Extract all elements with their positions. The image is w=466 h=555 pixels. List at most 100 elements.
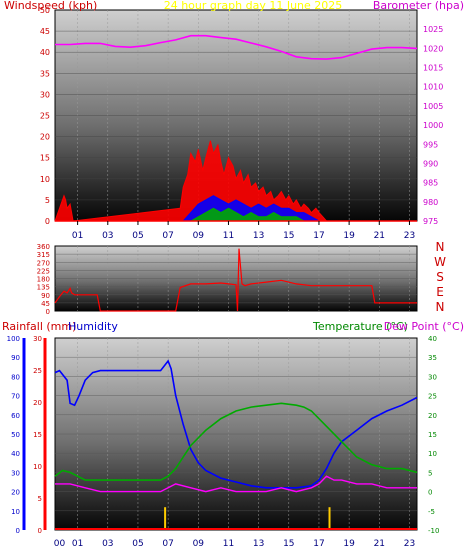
rain-y-tick-label: 5 xyxy=(38,495,42,503)
baro-y-tick-label: 1005 xyxy=(423,102,443,111)
wind-x-tick-label: 11 xyxy=(223,231,234,241)
dew-axis-label: Dew Point (°C) xyxy=(384,320,464,333)
temp-grid xyxy=(55,338,417,530)
wind-series-gust xyxy=(54,140,417,222)
temp-axis-label: Temperature (°C) xyxy=(312,320,408,333)
wind-x-tick-label: 05 xyxy=(132,231,143,241)
baro-y-tick-label: 1025 xyxy=(423,25,443,34)
direction-y-tick-label: 45 xyxy=(41,300,50,308)
wind-series-avg xyxy=(55,195,417,222)
direction-y-tick-label: 180 xyxy=(37,276,50,284)
temp-x-tick-label: 11 xyxy=(223,539,234,549)
humidity-y-tick-label: 70 xyxy=(11,393,20,401)
temp-x-tick-label: 19 xyxy=(343,539,355,549)
wind-x-tick-label: 09 xyxy=(193,231,205,241)
wind-left-axis-label: Windspeed (kph) xyxy=(4,0,97,12)
baro-y-tick-label: 1020 xyxy=(423,44,443,53)
wind-y-tick-label: 10 xyxy=(40,175,50,184)
chart-title: 24 hour graph day 11 June 2025 xyxy=(164,0,343,12)
compass-s: S xyxy=(436,270,444,284)
direction-y-tick-label: 315 xyxy=(37,251,50,259)
baro-y-tick-label: 985 xyxy=(423,179,438,188)
direction-y-tick-label: 270 xyxy=(37,259,50,267)
direction-series xyxy=(54,248,417,312)
rain-y-tick-label: 10 xyxy=(33,463,42,471)
temp-x-tick-label: 15 xyxy=(283,539,294,549)
wind-grid xyxy=(55,10,417,221)
compass-w: W xyxy=(434,255,446,269)
temp-x-tick-label: 23 xyxy=(404,539,415,549)
temp-axes: 00 01 03 05 07 09 11 13 15 17 19 21 2301020304050607… xyxy=(7,335,440,549)
temperature-line xyxy=(54,402,418,481)
temp-x-tick-label: 13 xyxy=(253,539,264,549)
humidity-y-tick-label: 50 xyxy=(11,431,20,439)
temp-y-tick-label: 35 xyxy=(428,354,437,362)
rain-y-tick-label: 25 xyxy=(33,367,42,375)
baro-right-axis-label: Barometer (hpa) xyxy=(373,0,464,12)
temp-y-tick-label: 40 xyxy=(428,335,437,343)
wind-y-tick-label: 45 xyxy=(40,27,50,36)
humidity-y-tick-label: 10 xyxy=(11,508,20,516)
temp-y-tick-label: 10 xyxy=(428,450,437,458)
humidity-y-tick-label: 20 xyxy=(11,489,20,497)
wind-y-tick-label: 20 xyxy=(40,133,50,142)
temp-x-tick-label: 07 xyxy=(162,539,173,549)
temp-x-tick-label: 17 xyxy=(313,539,324,549)
temp-y-tick-label: 20 xyxy=(428,412,437,420)
temp-y-tick-label: 5 xyxy=(428,469,432,477)
wind-x-tick-label: 01 xyxy=(72,231,83,241)
wind-y-tick-label: 40 xyxy=(40,48,50,57)
direction-line xyxy=(54,248,417,312)
humidity-y-tick-label: 30 xyxy=(11,469,20,477)
temp-x-tick-label: 00 xyxy=(54,539,66,549)
wind-x-tick-label: 15 xyxy=(283,231,294,241)
humidity-y-tick-label: 60 xyxy=(11,412,20,420)
temp-y-tick-label: 30 xyxy=(428,373,437,381)
wind-y-tick-label: 30 xyxy=(40,90,50,99)
wind-axes: 01 03 05 07 09 11 13 15 17 19 21 230510152025303540… xyxy=(40,6,444,241)
wind-series xyxy=(54,34,418,222)
wind-y-tick-label: 5 xyxy=(45,196,50,205)
temp-x-tick-label: 21 xyxy=(374,539,385,549)
baro-y-tick-label: 1010 xyxy=(423,83,443,92)
temp-x-tick-label: 01 xyxy=(72,539,83,549)
wind-y-tick-label: 35 xyxy=(40,69,50,78)
direction-y-tick-label: 135 xyxy=(37,284,50,292)
baro-y-tick-label: 990 xyxy=(423,159,438,168)
wind-x-tick-label: 21 xyxy=(374,231,385,241)
wind-x-tick-label: 17 xyxy=(313,231,324,241)
wind-x-tick-label: 13 xyxy=(253,231,264,241)
humidity-y-tick-label: 40 xyxy=(11,450,20,458)
humidity-y-tick-label: 100 xyxy=(7,335,20,343)
wind-y-tick-label: 50 xyxy=(40,6,50,15)
wind-y-tick-label: 0 xyxy=(45,217,50,226)
temp-y-tick-label: -10 xyxy=(428,527,439,535)
temp-y-tick-label: 25 xyxy=(428,393,437,401)
baro-y-tick-label: 1000 xyxy=(423,121,443,130)
dewpoint-line xyxy=(55,475,417,493)
barometer-line xyxy=(55,34,418,60)
compass-n-bottom: N xyxy=(436,300,445,314)
humidity-y-tick-label: 0 xyxy=(16,527,20,535)
temp-y-tick-label: 15 xyxy=(428,431,437,439)
humidity-y-tick-label: 90 xyxy=(11,354,20,362)
rain-y-tick-label: 20 xyxy=(33,399,42,407)
baro-y-tick-label: 1015 xyxy=(423,64,443,73)
rain-y-tick-label: 30 xyxy=(33,335,42,343)
rain-axis-label: Rainfall (mm) xyxy=(2,320,76,333)
wind-x-tick-label: 19 xyxy=(343,231,355,241)
wind-x-tick-label: 07 xyxy=(162,231,173,241)
temp-series xyxy=(54,359,418,530)
direction-y-tick-label: 225 xyxy=(37,267,50,275)
wind-x-tick-label: 03 xyxy=(102,231,113,241)
temp-x-tick-label: 05 xyxy=(132,539,143,549)
wind-y-tick-label: 15 xyxy=(40,154,50,163)
baro-y-tick-label: 975 xyxy=(423,217,438,226)
humidity-line xyxy=(54,359,418,489)
baro-y-tick-label: 995 xyxy=(423,140,438,149)
compass-n-top: N xyxy=(436,240,445,254)
wind-y-tick-label: 25 xyxy=(40,112,50,121)
direction-y-tick-label: 360 xyxy=(37,243,50,251)
